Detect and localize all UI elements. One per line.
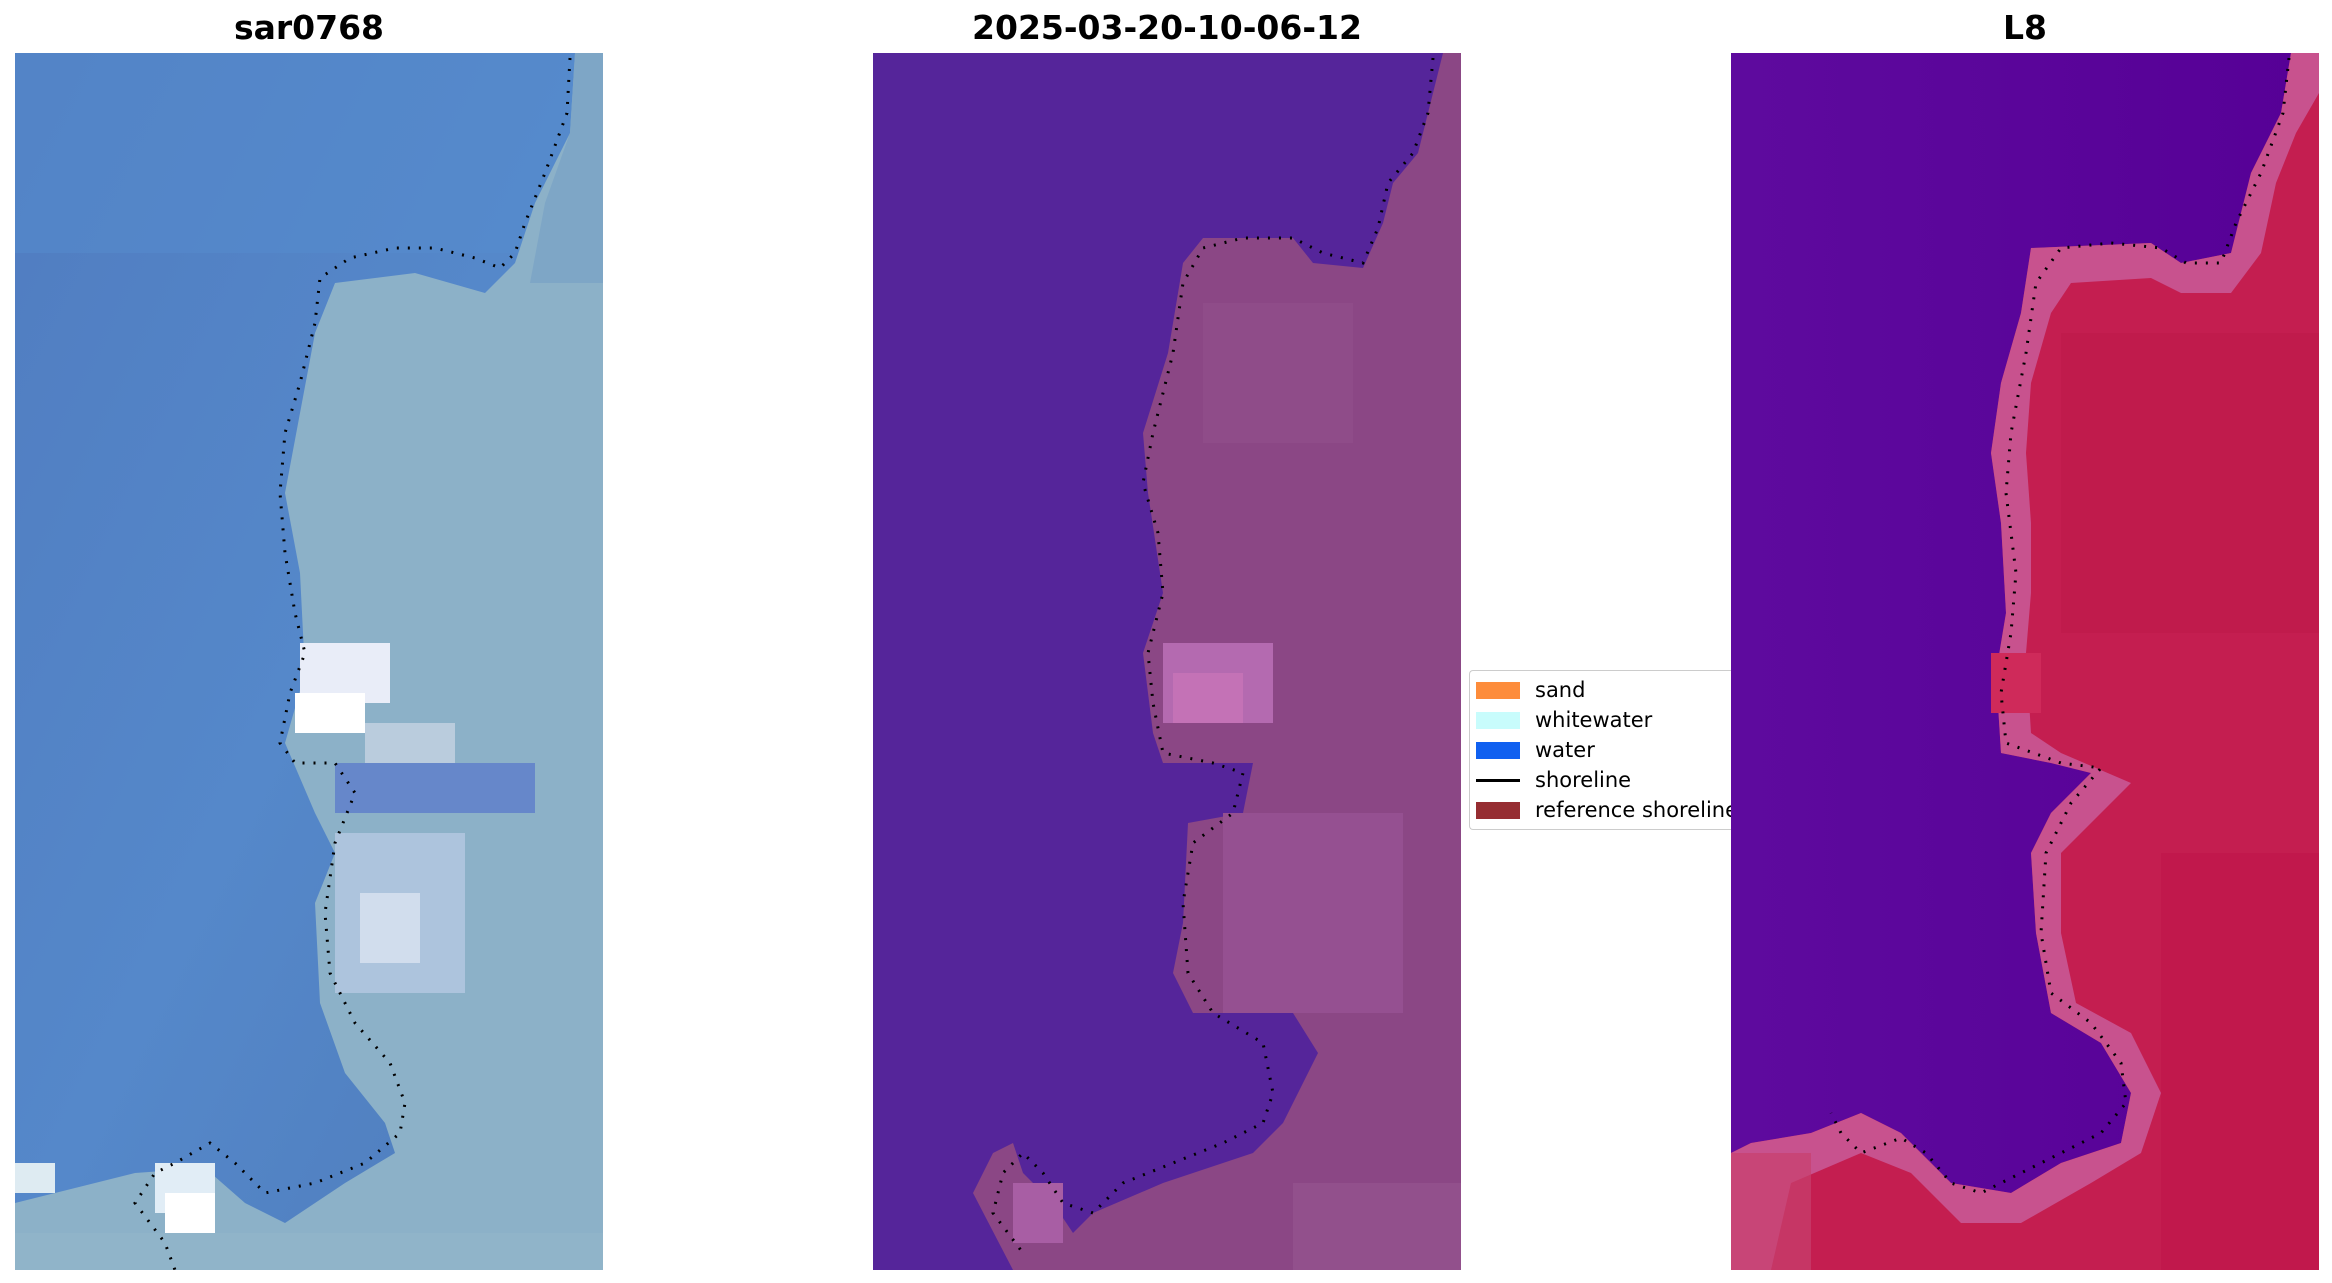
legend-item-whitewater: whitewater	[1476, 705, 1652, 735]
classified-image	[873, 53, 1461, 1270]
panel-title-right: L8	[2003, 8, 2047, 47]
l8-image-panel	[1731, 53, 2319, 1270]
water-swatch	[1476, 741, 1520, 759]
legend-item-reference-shoreline: reference shoreline	[1476, 795, 1731, 825]
legend-item-water: water	[1476, 735, 1595, 765]
shoreline-line-icon	[1476, 778, 1520, 782]
reference-shoreline-swatch	[1476, 801, 1520, 819]
rgb-image	[15, 53, 603, 1270]
legend-item-shoreline: shoreline	[1476, 765, 1631, 795]
legend-item-sand: sand	[1476, 675, 1585, 705]
legend-label: water	[1535, 738, 1595, 762]
legend-label: whitewater	[1535, 708, 1653, 732]
whitewater-swatch	[1476, 711, 1520, 729]
legend: sand whitewater water shoreline referenc…	[1469, 670, 1731, 830]
classified-image-panel	[873, 53, 1461, 1270]
legend-label: reference shoreline	[1535, 798, 1731, 822]
panel-title-left: sar0768	[233, 8, 385, 47]
panel-title-middle: 2025-03-20-10-06-12	[972, 8, 1362, 47]
l8-image	[1731, 53, 2319, 1270]
sand-swatch	[1476, 681, 1520, 699]
legend-label: shoreline	[1535, 768, 1632, 792]
legend-label: sand	[1535, 678, 1586, 702]
rgb-image-panel	[15, 53, 603, 1270]
